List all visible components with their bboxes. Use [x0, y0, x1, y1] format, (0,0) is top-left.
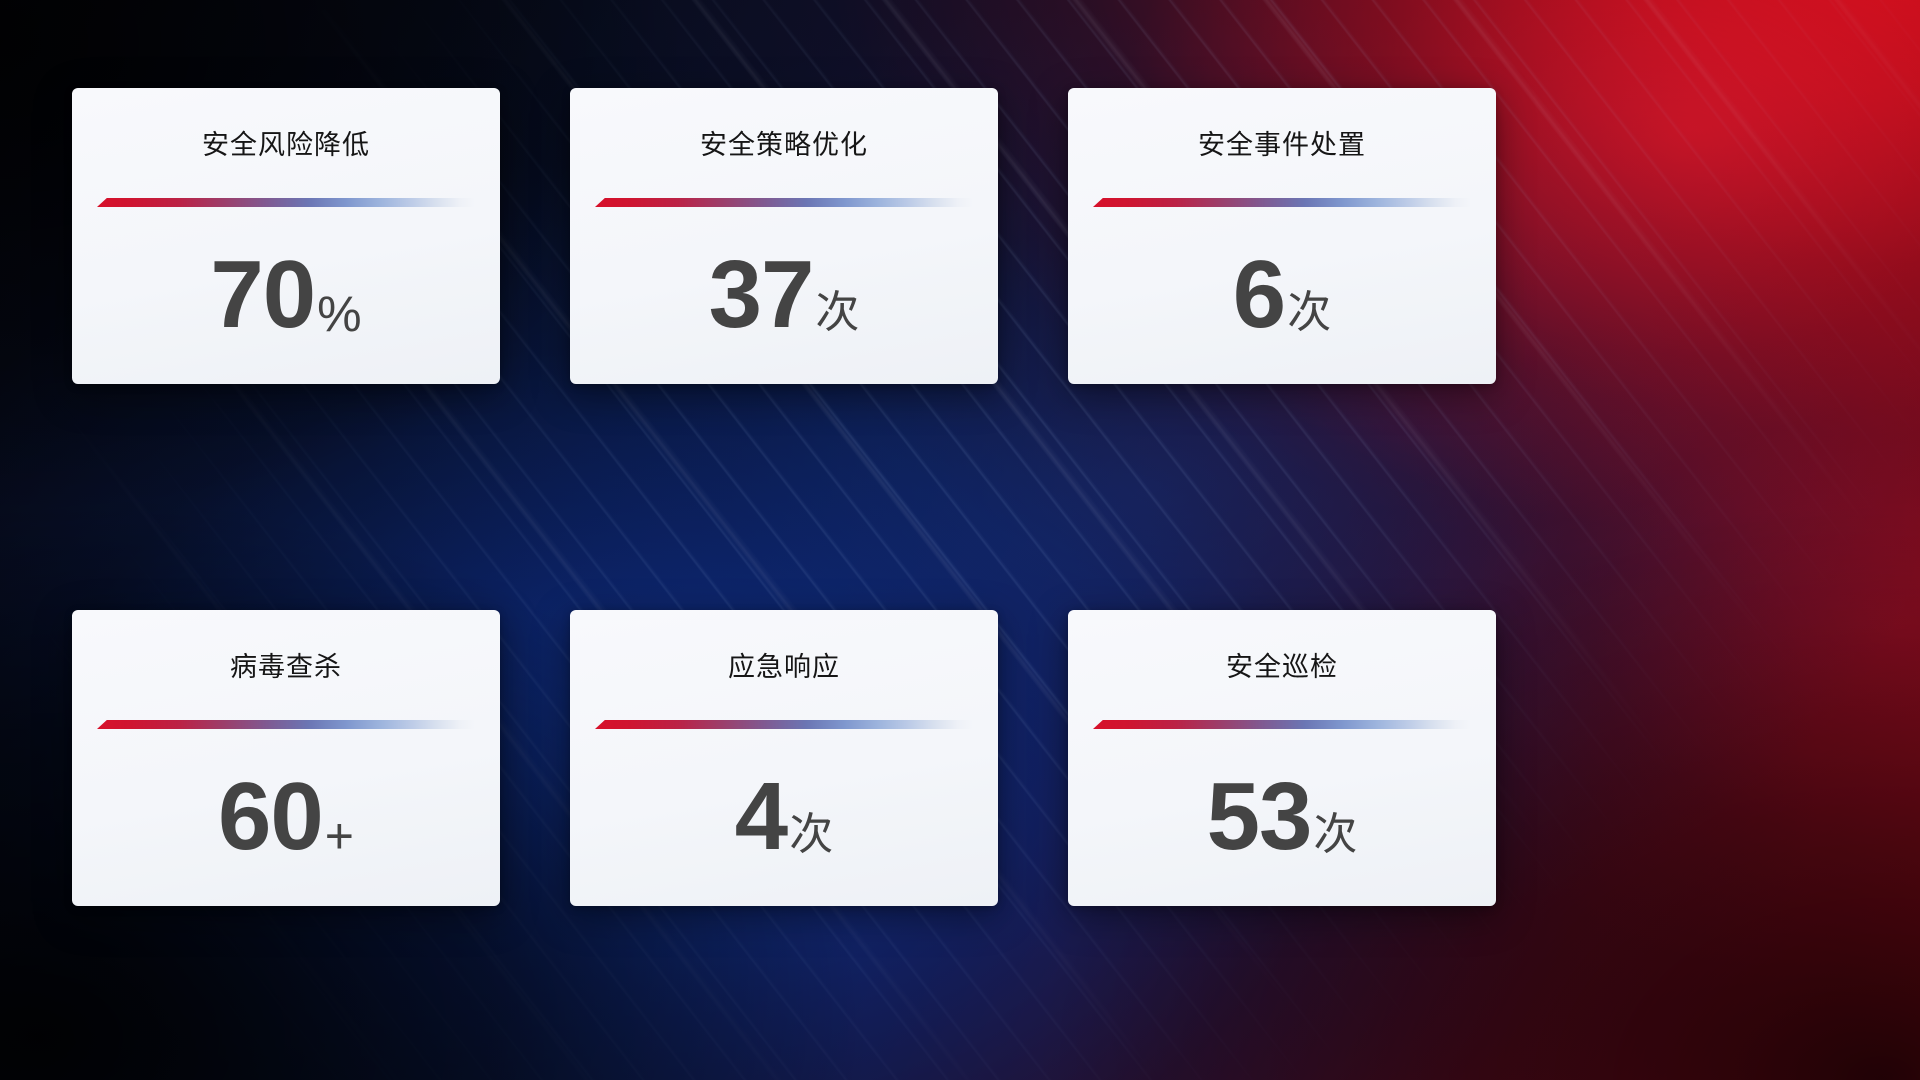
metric-card-grid: 安全风险降低 70 % 安全策略优化 37 次 安全事件处置: [72, 88, 1496, 968]
card-value-suffix: %: [317, 285, 362, 342]
card-value-row: 70 %: [210, 240, 362, 348]
gradient-divider: [595, 198, 973, 207]
gradient-divider-bar: [595, 720, 973, 729]
card-value-suffix: 次: [1287, 288, 1332, 338]
gradient-divider: [97, 198, 475, 207]
metric-card[interactable]: 安全事件处置 6 次: [1068, 88, 1496, 384]
card-value: 70: [210, 240, 316, 348]
gradient-divider-bar: [595, 198, 973, 207]
gradient-divider: [1093, 720, 1471, 729]
metric-card[interactable]: 应急响应 4 次: [570, 610, 998, 906]
card-title: 应急响应: [728, 652, 840, 682]
gradient-divider-bar: [1093, 720, 1471, 729]
card-value: 4: [734, 762, 788, 870]
card-title: 病毒查杀: [230, 652, 342, 682]
card-title: 安全巡检: [1226, 652, 1338, 682]
card-value: 53: [1206, 762, 1313, 870]
card-title: 安全事件处置: [1198, 130, 1366, 160]
card-value-row: 6 次: [1232, 240, 1332, 348]
card-title: 安全风险降低: [202, 130, 370, 160]
gradient-divider: [1093, 198, 1471, 207]
card-value-suffix: +: [324, 807, 354, 864]
metric-card[interactable]: 安全巡检 53 次: [1068, 610, 1496, 906]
card-value: 37: [708, 240, 815, 348]
card-value: 6: [1232, 240, 1286, 348]
card-value-suffix: 次: [815, 288, 860, 338]
card-value-row: 37 次: [708, 240, 860, 348]
gradient-divider-bar: [97, 198, 475, 207]
card-value-row: 4 次: [734, 762, 834, 870]
card-title: 安全策略优化: [700, 130, 868, 160]
card-value: 60: [218, 762, 324, 870]
gradient-divider: [595, 720, 973, 729]
metric-card[interactable]: 安全风险降低 70 %: [72, 88, 500, 384]
card-value-row: 53 次: [1206, 762, 1358, 870]
gradient-divider: [97, 720, 475, 729]
metric-card[interactable]: 安全策略优化 37 次: [570, 88, 998, 384]
gradient-divider-bar: [1093, 198, 1471, 207]
card-value-suffix: 次: [1313, 810, 1358, 860]
metric-card[interactable]: 病毒查杀 60 +: [72, 610, 500, 906]
card-value-suffix: 次: [789, 810, 834, 860]
gradient-divider-bar: [97, 720, 475, 729]
card-value-row: 60 +: [218, 762, 354, 870]
